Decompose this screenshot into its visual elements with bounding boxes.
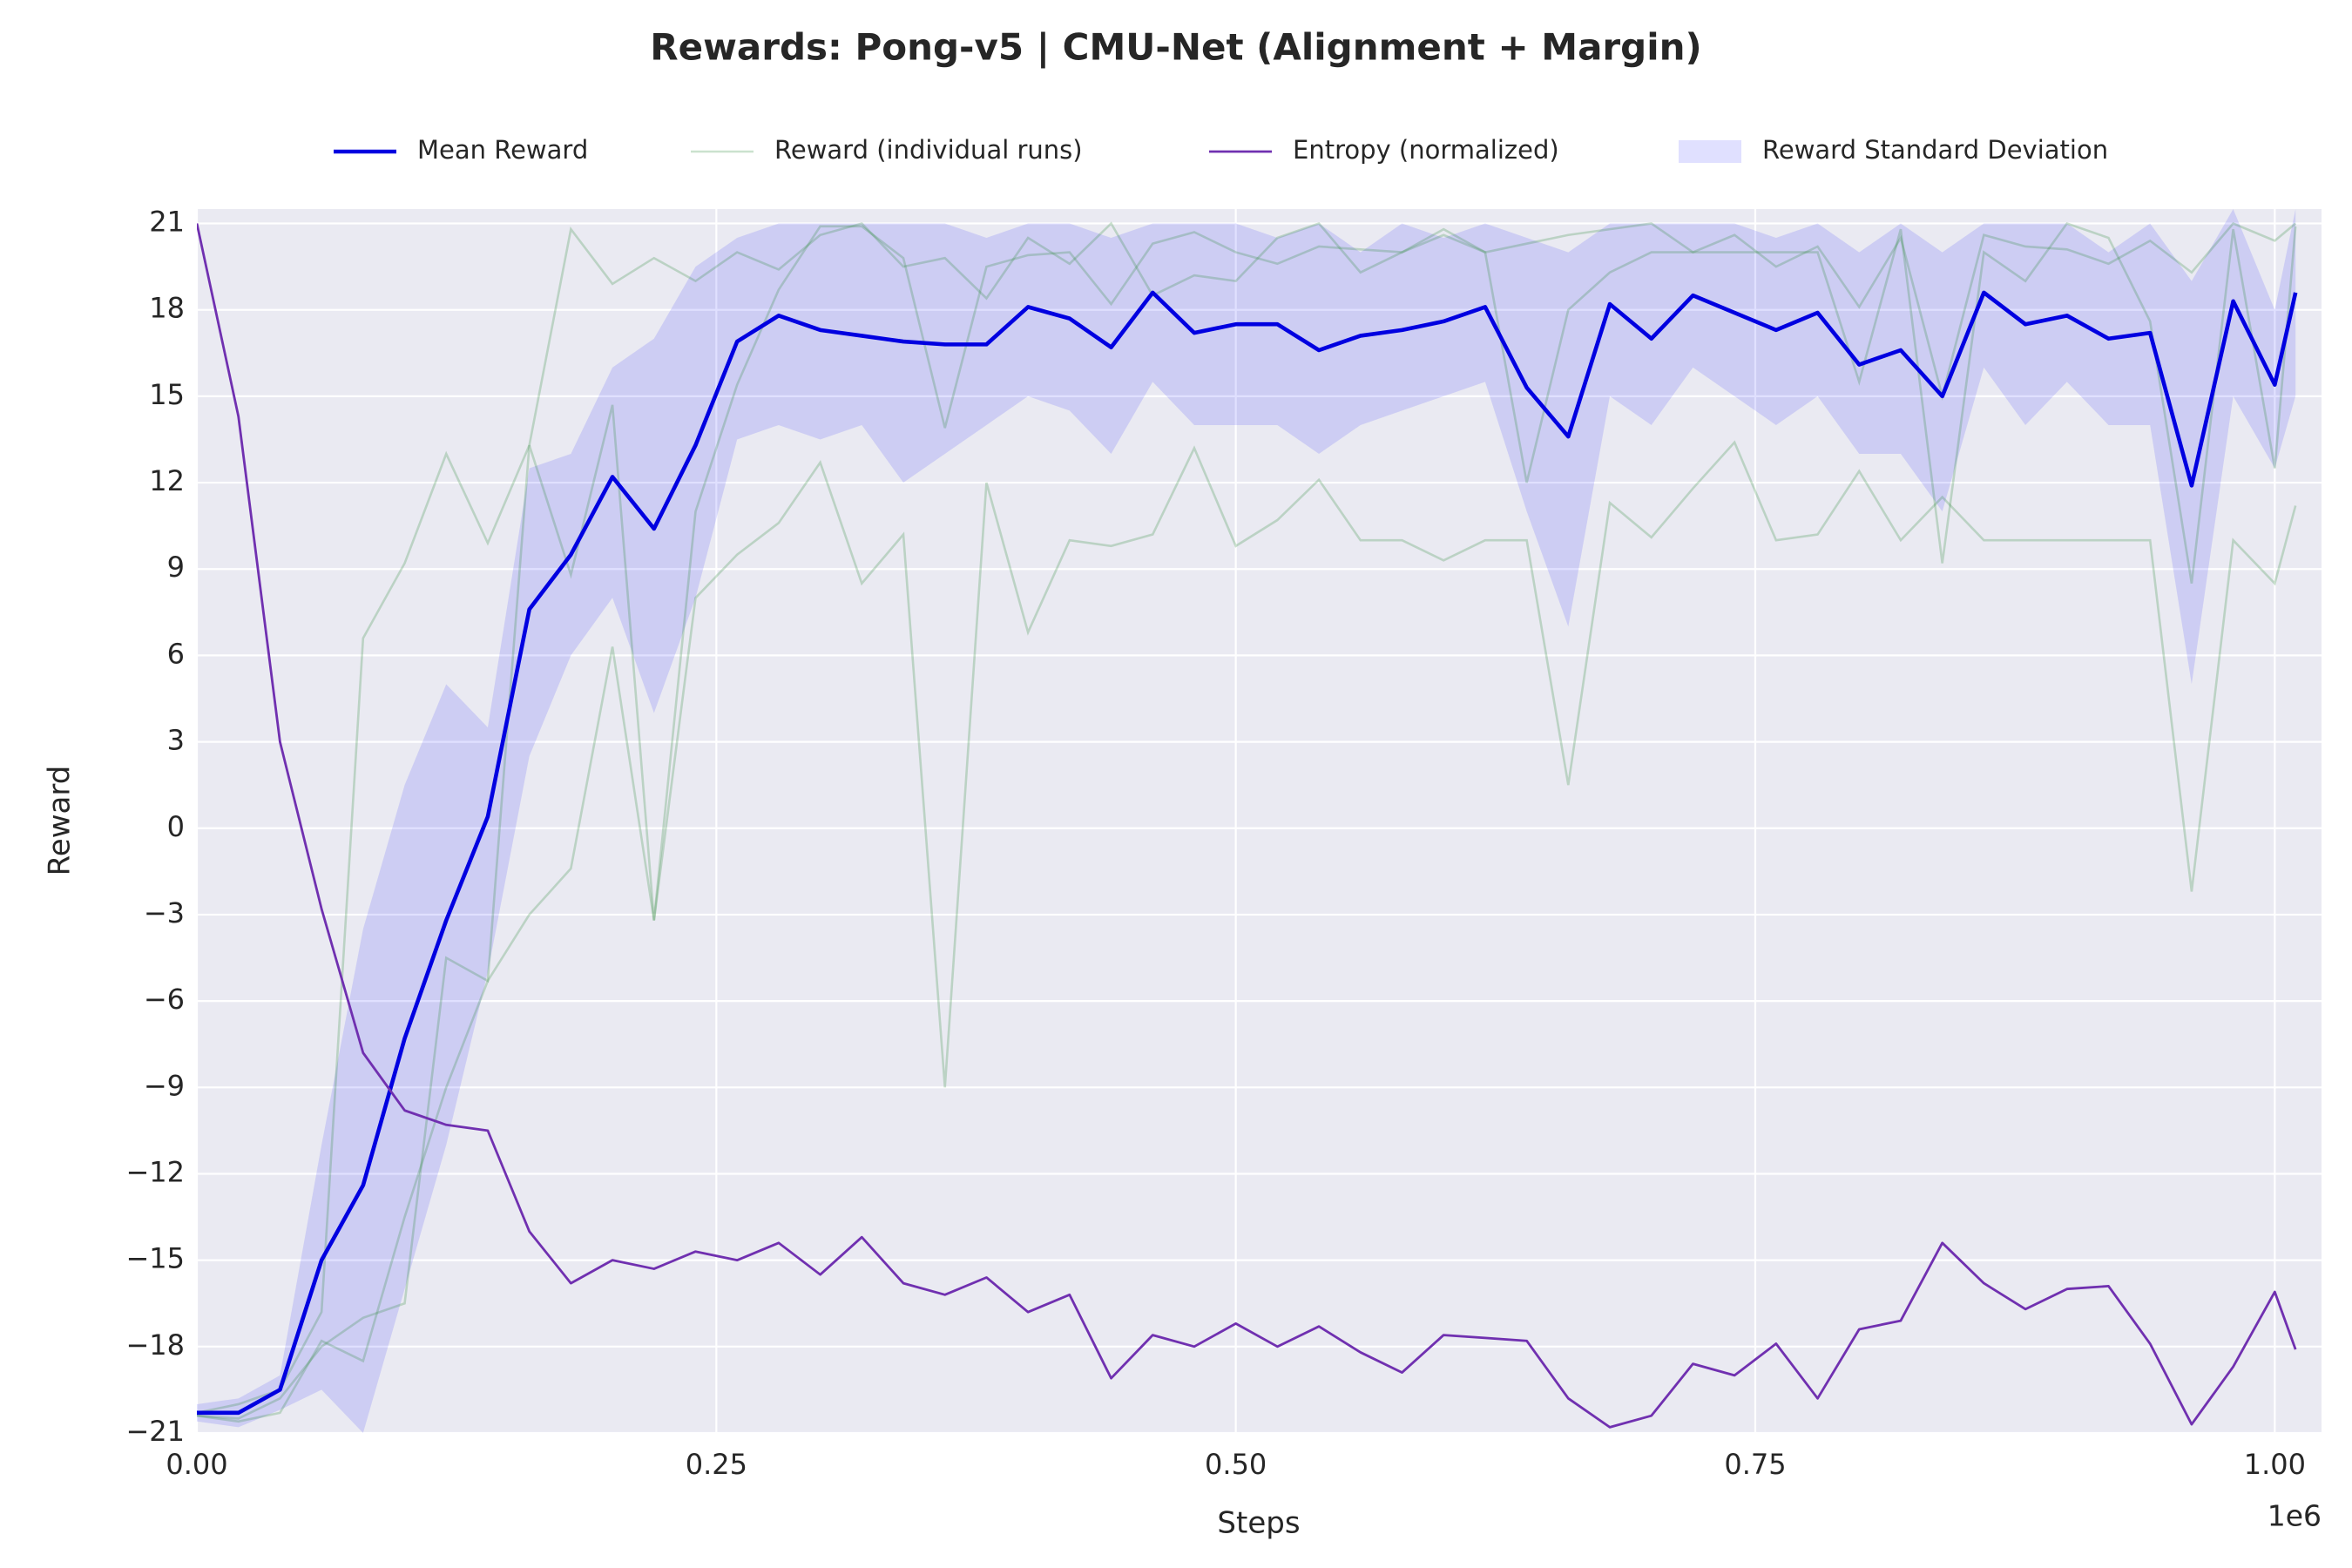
run-line [197, 221, 2297, 1415]
y-tick-label: −6 [144, 983, 185, 1016]
y-tick-label: −9 [144, 1069, 185, 1102]
y-tick-label: 18 [149, 292, 185, 325]
legend: Mean Reward Reward (individual runs) Entro… [334, 135, 2108, 165]
y-tick-label: 6 [167, 637, 185, 670]
chart-title: Rewards: Pong-v5 | CMU-Net (Alignment + … [650, 26, 1701, 69]
y-tick-label: 3 [167, 724, 185, 757]
x-tick-label: 0.25 [686, 1448, 747, 1481]
y-tick-label: 9 [167, 551, 185, 584]
x-tick-label: 1.00 [2244, 1448, 2306, 1481]
y-tick-label: −18 [125, 1328, 185, 1362]
series-line [197, 223, 2297, 1429]
legend-label: Mean Reward [417, 135, 588, 165]
y-tick-label: 15 [149, 378, 185, 411]
run-line [197, 221, 2297, 1420]
legend-label: Reward Standard Deviation [1762, 135, 2108, 165]
y-tick-label: 21 [149, 206, 185, 239]
x-tick-label: 0.00 [166, 1448, 227, 1481]
y-tick-label: −21 [125, 1415, 185, 1448]
x-tick-label: 0.50 [1205, 1448, 1267, 1481]
y-tick-label: 0 [167, 810, 185, 843]
legend-label: Reward (individual runs) [774, 135, 1083, 165]
x-axis-label: Steps [1217, 1506, 1300, 1541]
y-tick-label: 12 [149, 464, 185, 497]
legend-label: Entropy (normalized) [1293, 135, 1559, 165]
y-tick-label: −15 [125, 1242, 185, 1275]
plot-background [197, 209, 2322, 1433]
series-line [197, 290, 2298, 1416]
plot-area [197, 209, 2298, 1433]
y-tick-label: −3 [144, 896, 185, 929]
std-band [197, 209, 2296, 1433]
legend-swatch [1679, 140, 1741, 163]
x-tick-label: 0.75 [1724, 1448, 1786, 1481]
y-tick-label: −12 [125, 1155, 185, 1188]
y-axis-label: Reward [43, 766, 78, 876]
axes: −21 −18 −15 −12 −9 −6 −3 0 3 6 9 12 15 18 21 0.00 0.25 0.… [125, 206, 2305, 1481]
run-line [197, 440, 2297, 1423]
x-offset-label: 1e6 [2268, 1499, 2322, 1533]
